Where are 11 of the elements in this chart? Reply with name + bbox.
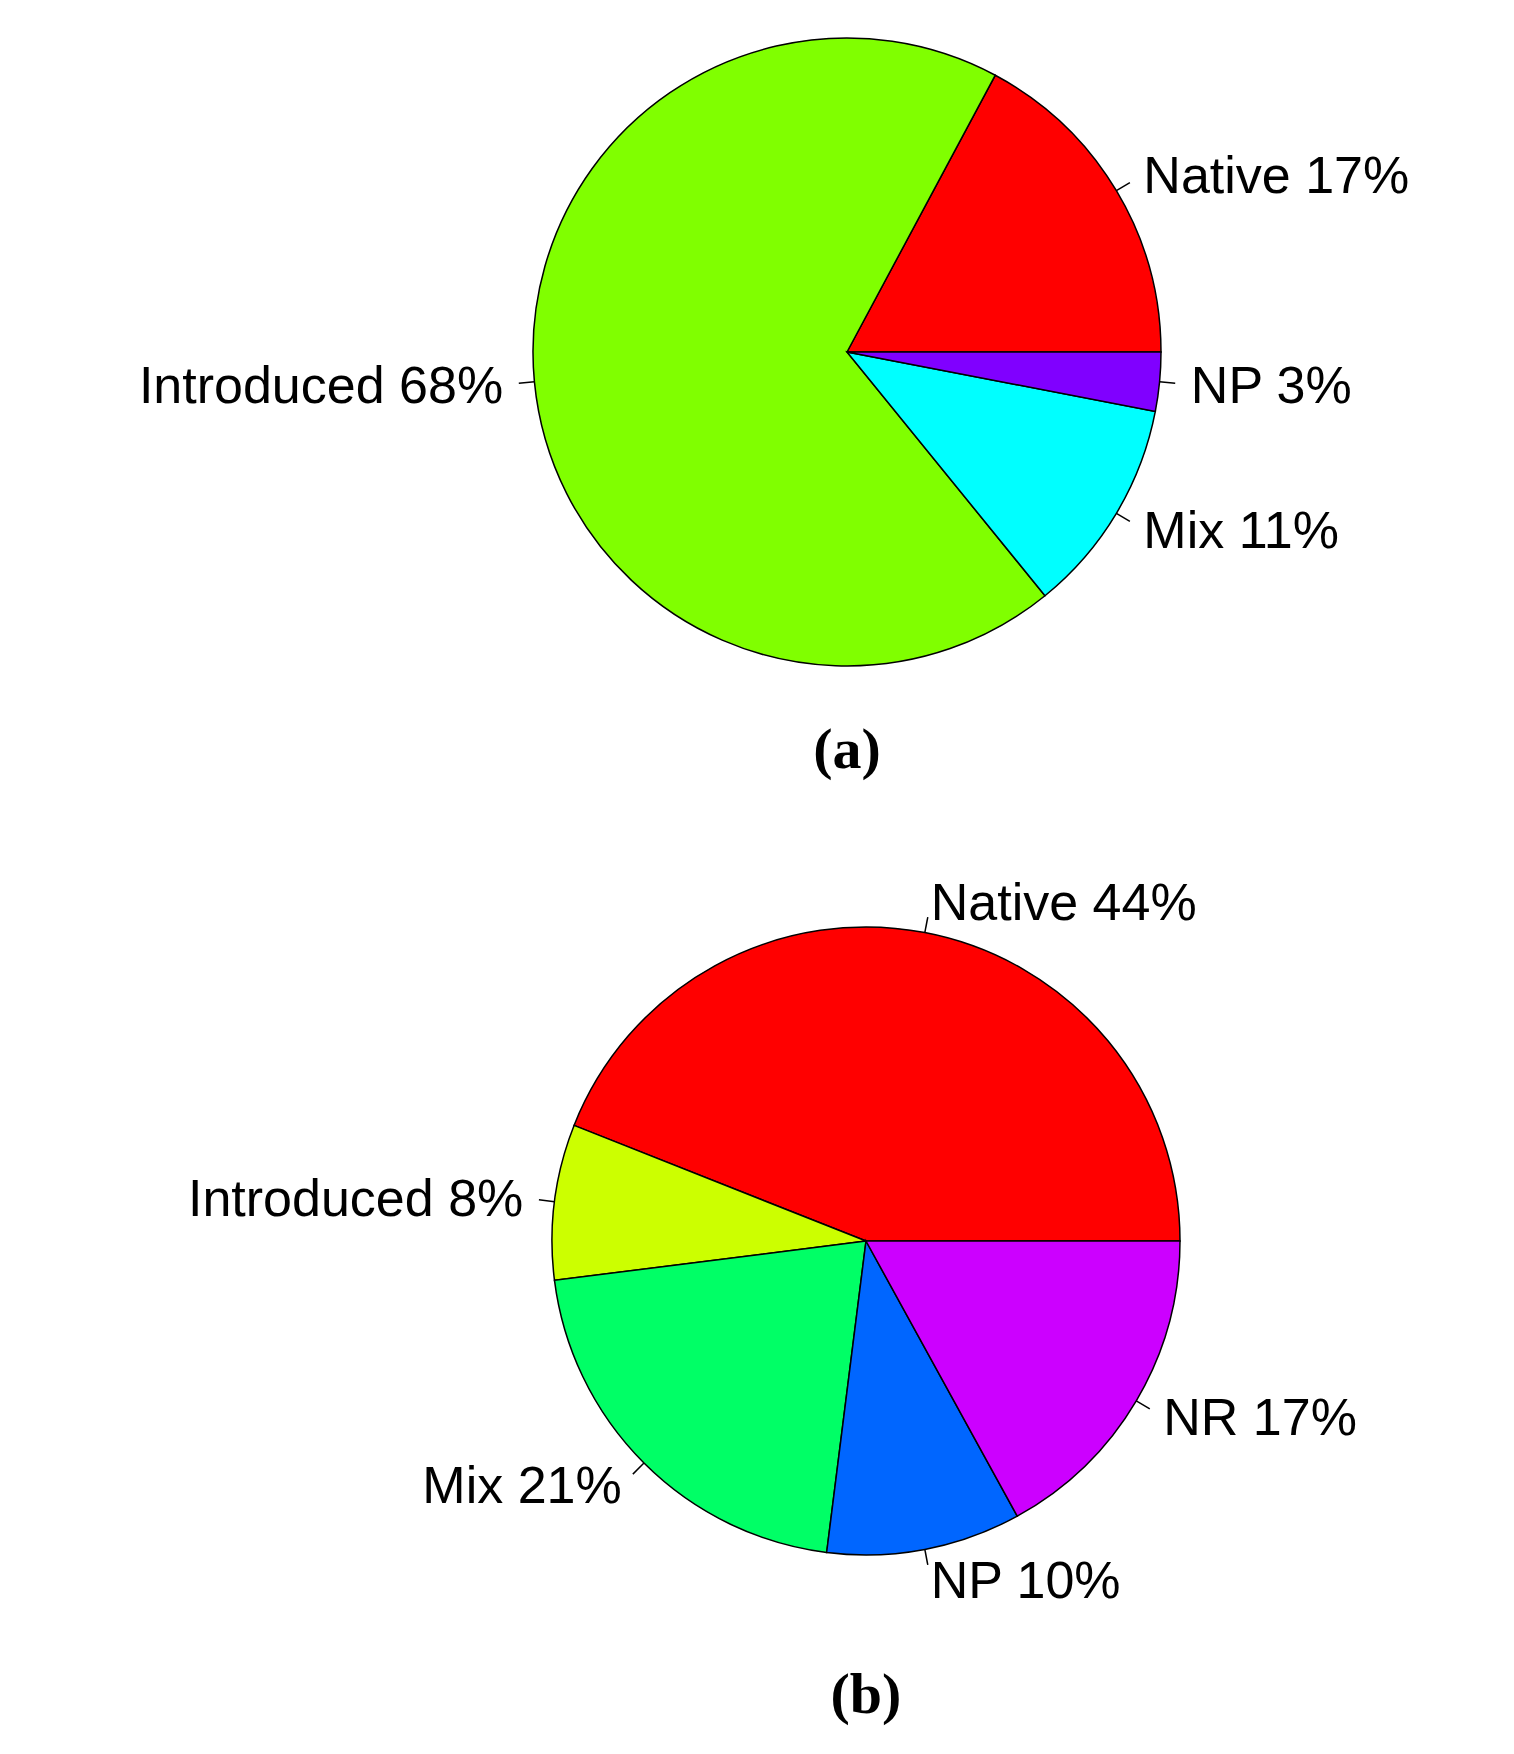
slice-label: Native 44% [930, 872, 1197, 931]
slice-label: Introduced 8% [187, 1168, 524, 1227]
slice-label: NP 10% [930, 1551, 1121, 1610]
slice-label: NR 17% [1163, 1388, 1357, 1447]
slice-label: Introduced 68% [138, 356, 504, 415]
slice-label: Mix 21% [422, 1456, 622, 1515]
text: (b) [830, 1661, 902, 1726]
slice-label: NP 3% [1190, 356, 1352, 415]
slice-label: Mix 11% [1143, 500, 1339, 559]
text: (a) [813, 716, 881, 781]
slice-label: Native 17% [1143, 145, 1410, 204]
